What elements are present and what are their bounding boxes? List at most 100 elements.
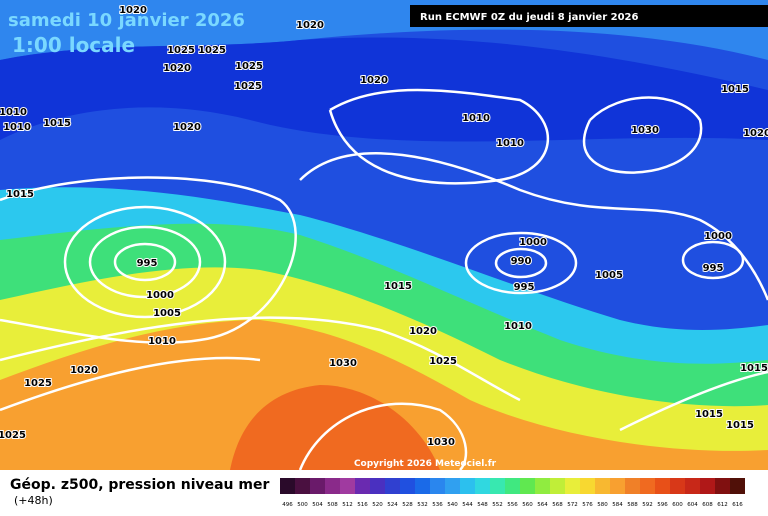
scale-label: 500	[297, 502, 308, 508]
scale-label: 532	[417, 502, 428, 508]
scale-swatch	[730, 478, 745, 494]
scale-swatch	[595, 478, 610, 494]
scale-swatch	[415, 478, 430, 494]
scale-swatch	[610, 478, 625, 494]
zone-dark-blue	[0, 37, 768, 142]
isobar-label: 1025	[234, 81, 262, 92]
isobars	[0, 88, 768, 471]
scale-label: 592	[642, 502, 653, 508]
scale-swatch	[400, 478, 415, 494]
scale-label: 580	[597, 502, 608, 508]
isobar-label: 1010	[504, 321, 532, 332]
isobar-label: 1020	[743, 128, 768, 139]
scale-label: 556	[507, 502, 518, 508]
isobar-label: 1010	[148, 336, 176, 347]
isobar-label: 1000	[519, 237, 547, 248]
scale-label: 504	[312, 502, 323, 508]
isobar-label: 1015	[726, 420, 754, 431]
scale-swatch	[580, 478, 595, 494]
isobar-label: 1020	[296, 20, 324, 31]
run-info: Run ECMWF 0Z du jeudi 8 janvier 2026	[420, 12, 638, 23]
isobar-label: 995	[514, 282, 535, 293]
scale-label: 568	[552, 502, 563, 508]
isobar-label: 1005	[595, 270, 623, 281]
legend-lead: (+48h)	[14, 494, 53, 507]
scale-swatch	[640, 478, 655, 494]
scale-swatch	[700, 478, 715, 494]
scale-swatch	[505, 478, 520, 494]
run-box	[410, 5, 768, 27]
isobar-label: 1000	[146, 290, 174, 301]
isobar-label: 1030	[631, 125, 659, 136]
isobar-label: 1015	[695, 409, 723, 420]
scale-label: 600	[672, 502, 683, 508]
scale-swatch	[445, 478, 460, 494]
isobar-label: 1010	[3, 122, 31, 133]
scale-swatch	[565, 478, 580, 494]
isobar-label: 1025	[198, 45, 226, 56]
zone-red	[230, 385, 440, 470]
scale-label: 496	[282, 502, 293, 508]
isobar-label: 1000	[704, 231, 732, 242]
scale-swatch	[520, 478, 535, 494]
map-time: 1:00 locale	[12, 33, 135, 57]
isobar-label: 1025	[24, 378, 52, 389]
scale-swatch	[460, 478, 475, 494]
scale-label: 576	[582, 502, 593, 508]
scale-label: 588	[627, 502, 638, 508]
scale-swatch	[670, 478, 685, 494]
legend-title: Géop. z500, pression niveau mer	[10, 477, 269, 493]
scale-swatch	[535, 478, 550, 494]
scale-label: 572	[567, 502, 578, 508]
scale-swatch	[475, 478, 490, 494]
color-scale: 496 500 504 508 512 516 520 524 528 532 536 540 544 5…	[280, 478, 745, 508]
isobar-label: 1015	[6, 189, 34, 200]
scale-swatch	[550, 478, 565, 494]
isobar-label: 1025	[167, 45, 195, 56]
isobar-label: 1025	[235, 61, 263, 72]
scale-label: 608	[702, 502, 713, 508]
scale-label: 564	[537, 502, 548, 508]
scale-swatch	[490, 478, 505, 494]
scale-label: 536	[432, 502, 443, 508]
scale-label: 612	[717, 502, 728, 508]
scale-swatch	[655, 478, 670, 494]
scale-label: 584	[612, 502, 623, 508]
scale-label: 604	[687, 502, 698, 508]
scale-swatch	[310, 478, 325, 494]
isobar-label: 1020	[409, 326, 437, 337]
scale-label: 596	[657, 502, 668, 508]
isobar-label: 995	[703, 263, 724, 274]
scale-label: 544	[462, 502, 473, 508]
scale-swatch	[430, 478, 445, 494]
scale-swatch	[325, 478, 340, 494]
isobar-label: 1010	[462, 113, 490, 124]
isobar-label: 1005	[153, 308, 181, 319]
scale-label: 516	[357, 502, 368, 508]
isobar-label: 1015	[43, 118, 71, 129]
scale-label: 548	[477, 502, 488, 508]
isobar-label: 1015	[384, 281, 412, 292]
scale-swatch	[370, 478, 385, 494]
scale-swatch	[385, 478, 400, 494]
scale-swatch	[625, 478, 640, 494]
scale-swatch	[715, 478, 730, 494]
isobar-label: 995	[137, 258, 158, 269]
zone-orange	[0, 320, 768, 470]
scale-label: 508	[327, 502, 338, 508]
isobar-label: 1025	[0, 430, 26, 441]
isobar-label: 1030	[329, 358, 357, 369]
copyright: Copyright 2026 Meteociel.fr	[354, 459, 497, 469]
scale-swatch	[685, 478, 700, 494]
scale-label: 524	[387, 502, 398, 508]
scale-label: 540	[447, 502, 458, 508]
scale-label: 560	[522, 502, 533, 508]
isobar-label: 1025	[429, 356, 457, 367]
scale-label: 528	[402, 502, 413, 508]
isobar-label: 1020	[119, 5, 147, 16]
scale-swatch	[295, 478, 310, 494]
isobar-label: 1010	[0, 107, 27, 118]
